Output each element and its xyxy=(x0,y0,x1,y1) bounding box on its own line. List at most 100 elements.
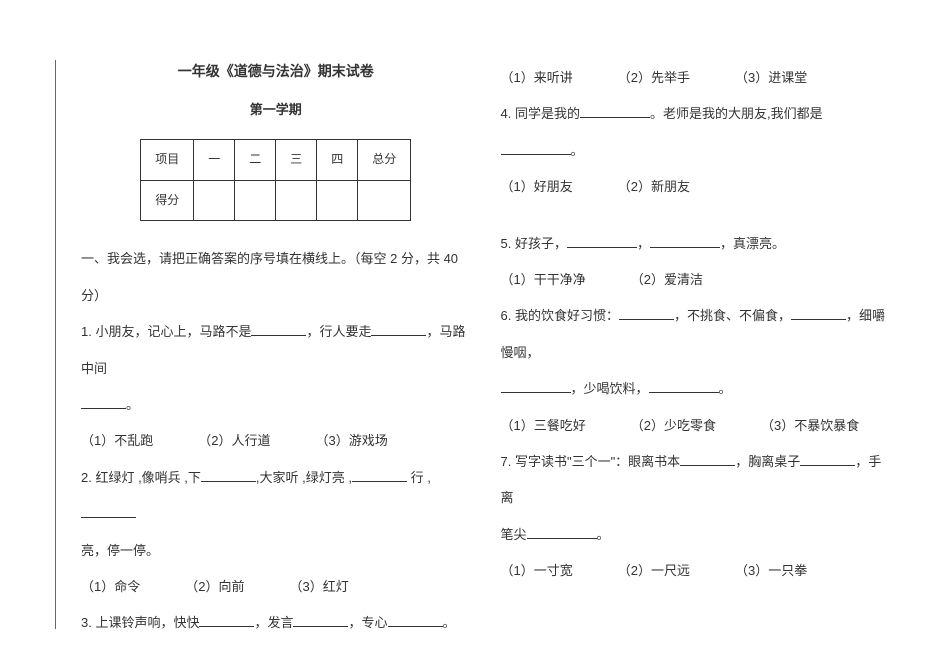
q7-text-1: 7. 写字读书"三个一"：眼离书本 xyxy=(501,454,681,469)
blank xyxy=(81,504,136,518)
q6-opt2: （2）少吃零食 xyxy=(631,418,716,433)
q5-text-3: ，真漂亮。 xyxy=(720,236,785,251)
blank xyxy=(371,322,426,336)
blank xyxy=(201,468,256,482)
blank xyxy=(650,234,720,248)
q4-text-1: 4. 同学是我的 xyxy=(501,106,580,121)
cell-label: 项目 xyxy=(141,140,194,181)
q2-opt2: （2）向前 xyxy=(185,579,244,594)
blank xyxy=(800,452,855,466)
question-7: 7. 写字读书"三个一"：眼离书本，胸离桌子，手离 xyxy=(501,444,891,517)
q5-text-2: ， xyxy=(637,236,650,251)
q5-text-1: 5. 好孩子， xyxy=(501,236,567,251)
question-7-options: （1）一寸宽 （2）一尺远 （3）一只拳 xyxy=(501,553,891,589)
cell: 四 xyxy=(317,140,358,181)
blank xyxy=(388,613,443,627)
table-row: 项目 一 二 三 四 总分 xyxy=(141,140,411,181)
q3-text-1: 3. 上课铃声响，快快 xyxy=(81,615,199,630)
q7-line2-prefix: 笔尖 xyxy=(501,527,527,542)
spacer xyxy=(501,206,891,226)
q2-line2: 亮，停一停。 xyxy=(81,543,159,558)
q7-opt1: （1）一寸宽 xyxy=(501,563,573,578)
question-2: 2. 红绿灯 ,像哨兵 ,下 ,大家听 ,绿灯亮 , 行 , xyxy=(81,460,471,533)
blank xyxy=(527,525,597,539)
q3-end: 。 xyxy=(443,615,456,630)
exam-title: 一年级《道德与法治》期末试卷 xyxy=(81,60,471,82)
q3-opt2: （2）先举手 xyxy=(618,70,690,85)
q4-opt2: （2）新朋友 xyxy=(618,179,690,194)
question-3-options: （1）来听讲 （2）先举手 （3）进课堂 xyxy=(501,60,891,96)
blank xyxy=(501,379,571,393)
cell-empty xyxy=(235,180,276,221)
blank xyxy=(352,468,407,482)
question-7-line2: 笔尖 。 xyxy=(501,517,891,553)
q2-opt3: （3）红灯 xyxy=(289,579,348,594)
blank xyxy=(619,306,674,320)
q7-line2-end: 。 xyxy=(597,527,610,542)
q6-opt3: （3）不暴饮暴食 xyxy=(761,418,859,433)
question-6-line2: ，少喝饮料， 。 xyxy=(501,371,891,407)
cell-empty xyxy=(317,180,358,221)
q7-text-2: ，胸离桌子 xyxy=(735,454,800,469)
q5-opt2: （2）爱清洁 xyxy=(631,272,703,287)
q1-text-1: 1. 小朋友，记心上，马路不是 xyxy=(81,324,251,339)
question-3: 3. 上课铃声响，快快 ，发言 ，专心 。 xyxy=(81,605,471,641)
q6-opt1: （1）三餐吃好 xyxy=(501,418,586,433)
right-column: （1）来听讲 （2）先举手 （3）进课堂 4. 同学是我的 。老师是我的大朋友,我们都… xyxy=(501,60,891,629)
q7-opt2: （2）一尺远 xyxy=(618,563,690,578)
q3-text-2: ，发言 xyxy=(254,615,293,630)
cell-label: 得分 xyxy=(141,180,194,221)
blank xyxy=(567,234,637,248)
question-4: 4. 同学是我的 。老师是我的大朋友,我们都是。 xyxy=(501,96,891,169)
blank xyxy=(251,322,306,336)
question-6-options: （1）三餐吃好 （2）少吃零食 （3）不暴饮暴食 xyxy=(501,408,891,444)
blank xyxy=(680,452,735,466)
q3-text-3: ，专心 xyxy=(348,615,387,630)
q1-opt2: （2）人行道 xyxy=(198,433,270,448)
q2-text-2: ,大家听 ,绿灯亮 , xyxy=(256,470,352,485)
blank xyxy=(199,613,254,627)
question-2-options: （1）命令 （2）向前 （3）红灯 xyxy=(81,569,471,605)
blank xyxy=(791,306,846,320)
q1-opt1: （1）不乱跑 xyxy=(81,433,153,448)
q2-opt1: （1）命令 xyxy=(81,579,140,594)
left-column: 一年级《道德与法治》期末试卷 第一学期 项目 一 二 三 四 总分 得分 一、我… xyxy=(55,60,471,629)
cell: 二 xyxy=(235,140,276,181)
blank xyxy=(81,395,126,409)
q3-opt1: （1）来听讲 xyxy=(501,70,573,85)
cell-empty xyxy=(194,180,235,221)
question-5: 5. 好孩子， ， ，真漂亮。 xyxy=(501,226,891,262)
q5-opt1: （1）干干净净 xyxy=(501,272,586,287)
q2-text-3: 行 , xyxy=(407,470,431,485)
section-1-title: 一、我会选，请把正确答案的序号填在横线上。（每空 2 分，共 40 分） xyxy=(81,241,471,314)
q1-opt3: （3）游戏场 xyxy=(315,433,387,448)
cell: 总分 xyxy=(358,140,411,181)
cell-empty xyxy=(358,180,411,221)
q6-line2-mid: ，少喝饮料， xyxy=(571,381,649,396)
table-row: 得分 xyxy=(141,180,411,221)
q4-text-2: 。老师是我的大朋友,我们都是 xyxy=(650,106,823,121)
q6-text-2: ，不挑食、不偏食， xyxy=(674,308,791,323)
q3-opt3: （3）进课堂 xyxy=(735,70,807,85)
page-container: 一年级《道德与法治》期末试卷 第一学期 项目 一 二 三 四 总分 得分 一、我… xyxy=(0,0,945,669)
question-2-line2: 亮，停一停。 xyxy=(81,533,471,569)
q6-line2-end: 。 xyxy=(719,381,732,396)
q1-end: 。 xyxy=(126,397,139,412)
exam-subtitle: 第一学期 xyxy=(81,100,471,121)
q6-text-1: 6. 我的饮食好习惯： xyxy=(501,308,619,323)
cell-empty xyxy=(276,180,317,221)
question-1-line2: 。 xyxy=(81,387,471,423)
blank xyxy=(501,141,571,155)
q7-opt3: （3）一只拳 xyxy=(735,563,807,578)
q1-text-2: ，行人要走 xyxy=(306,324,371,339)
question-1: 1. 小朋友，记心上，马路不是，行人要走，马路中间 xyxy=(81,314,471,387)
blank xyxy=(649,379,719,393)
q4-end: 。 xyxy=(571,143,584,158)
q4-opt1: （1）好朋友 xyxy=(501,179,573,194)
question-1-options: （1）不乱跑 （2）人行道 （3）游戏场 xyxy=(81,423,471,459)
blank xyxy=(580,104,650,118)
score-table: 项目 一 二 三 四 总分 得分 xyxy=(140,139,411,221)
q2-text-1: 2. 红绿灯 ,像哨兵 ,下 xyxy=(81,470,201,485)
question-6: 6. 我的饮食好习惯：，不挑食、不偏食，，细嚼慢咽， xyxy=(501,298,891,371)
question-5-options: （1）干干净净 （2）爱清洁 xyxy=(501,262,891,298)
